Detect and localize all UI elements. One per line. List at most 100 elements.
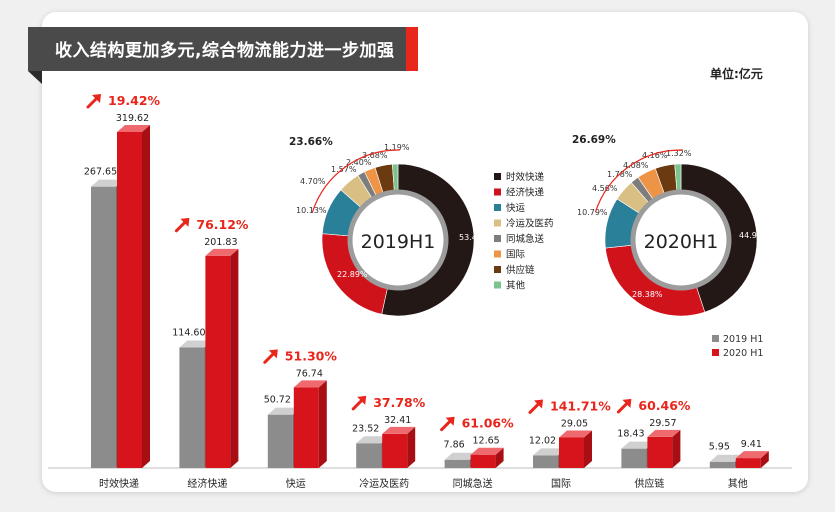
donut-value-label: 53.45%	[459, 233, 490, 242]
title-accent	[406, 27, 418, 71]
bar-2019-5-top	[533, 448, 566, 456]
donut-inner-ring	[347, 189, 449, 291]
bar-2020-4	[470, 447, 504, 468]
growth-label: 37.78%	[373, 395, 426, 410]
bar-2020-7-front	[735, 458, 761, 468]
data-label-2019: 5.95	[709, 442, 730, 453]
data-label-2020: 29.05	[561, 418, 588, 429]
pie-legend-swatch	[494, 250, 501, 258]
donut-2020H1: 2020H1 44.94%28.38%10.79%4.56%1.78%4.08%4…	[572, 134, 770, 317]
bar-2020-3	[382, 426, 416, 468]
category-label: 经济快递	[187, 477, 227, 490]
bar-legend-swatch	[712, 349, 719, 356]
data-label-2019: 50.72	[264, 395, 291, 406]
bar-2020-5	[559, 430, 592, 468]
data-label-2019: 267.65	[84, 167, 117, 178]
bar-2020-0-top	[117, 125, 150, 132]
growth-arrow-icon	[616, 398, 632, 414]
pie-legend-swatch	[494, 235, 501, 242]
pie-legend-swatch	[494, 219, 501, 227]
bar-2020-0-front	[117, 132, 142, 468]
donut-arc-label: 23.66%	[289, 136, 333, 148]
bar-2020-7-top	[735, 451, 769, 459]
bar-2019-5-front	[533, 455, 558, 468]
bar-2020-5-top	[559, 430, 592, 438]
bar-2020-2-front	[293, 387, 319, 468]
data-label-2020: 32.41	[384, 415, 411, 426]
bar-2020-6	[647, 429, 681, 468]
pie-legend-label: 国际	[506, 250, 526, 261]
data-label-2020: 201.83	[204, 237, 237, 248]
growth-label: 60.46%	[638, 398, 691, 413]
bar-2020-1-top	[205, 248, 239, 256]
donut-value-label: 10.13%	[296, 206, 327, 215]
growth-arrow-head	[445, 416, 455, 426]
pie-legend-label: 经济快递	[506, 187, 545, 199]
bar-2019-0-top	[91, 179, 124, 187]
growth-label: 61.06%	[462, 416, 515, 431]
data-label-2019: 114.60	[172, 328, 205, 339]
bar-2020-4-top	[470, 447, 504, 455]
data-label-2019: 23.52	[352, 423, 379, 434]
donut-value-label: 22.89%	[337, 270, 368, 279]
bar-2020-4-front	[470, 454, 496, 468]
bar-2019-6-top	[621, 441, 655, 449]
category-label: 供应链	[634, 477, 664, 490]
bar-2019-6-front	[621, 448, 647, 468]
bar-2019-2-top	[267, 407, 301, 415]
donut-value-label: 4.08%	[623, 161, 649, 170]
bar-2020-4-side	[495, 447, 504, 468]
bar-2019-1-top	[179, 340, 213, 348]
data-label-2020: 76.74	[296, 368, 323, 379]
pie-legend-swatch	[494, 266, 501, 273]
category-label: 国际	[551, 478, 571, 490]
donut-value-label: 1.57%	[331, 165, 357, 174]
donut-center-label: 2020H1	[644, 231, 719, 253]
bar-2020-0	[117, 125, 150, 468]
donut-arc-annotation	[594, 149, 683, 213]
pie-legend-label: 同城急送	[506, 233, 545, 245]
donut-value-label: 44.94%	[739, 231, 770, 240]
unit-label: 单位:亿元	[710, 67, 763, 81]
growth-arrow-icon	[263, 349, 278, 364]
category-label: 同城急送	[453, 477, 493, 490]
pie-legend-swatch	[494, 281, 501, 289]
title-fold	[28, 71, 42, 84]
donut-inner-ring	[630, 189, 732, 291]
bar-2020-5-side	[584, 430, 592, 468]
growth-arrow-icon	[174, 217, 190, 233]
pie-legend-swatch	[494, 173, 501, 180]
bar-2020-2-side	[318, 380, 327, 468]
bar-2019-7-front	[709, 461, 735, 468]
bar-2020-3-top	[382, 426, 416, 434]
pie-legend-label: 其他	[506, 280, 526, 292]
bar-2020-2	[293, 380, 327, 468]
bar-2019-2-front	[267, 414, 293, 468]
category-label: 快运	[286, 478, 306, 490]
bar-2019-4-top	[444, 452, 478, 460]
growth-arrow-head	[622, 398, 632, 408]
page-title: 收入结构更加多元,综合物流能力进一步加强	[55, 41, 395, 61]
pie-legend-swatch	[494, 204, 501, 211]
growth-arrow-icon	[351, 395, 367, 411]
donut-value-label: 3.68%	[362, 151, 388, 160]
data-label-2020: 9.41	[741, 439, 762, 450]
bar-2020-5-front	[559, 437, 584, 468]
pie-legend-label: 冷运及医药	[506, 218, 554, 230]
bar-2019-4-front	[444, 459, 470, 468]
category-label: 冷运及医药	[359, 477, 409, 490]
growth-label: 51.30%	[285, 348, 338, 363]
bar-2019-7-top	[709, 454, 743, 462]
donut-value-label: 4.56%	[592, 184, 618, 193]
donut-center-label: 2019H1	[361, 231, 436, 253]
growth-label: 76.12%	[196, 217, 249, 232]
growth-arrow-icon	[86, 94, 101, 109]
growth-label: 19.42%	[108, 93, 161, 108]
donut-value-label: 1.32%	[666, 149, 692, 158]
donut-hole	[353, 195, 443, 285]
growth-arrow-head	[357, 395, 367, 405]
growth-arrow-head	[92, 94, 101, 103]
bar-2020-7	[735, 451, 769, 468]
bar-2019-3-top	[356, 436, 390, 444]
